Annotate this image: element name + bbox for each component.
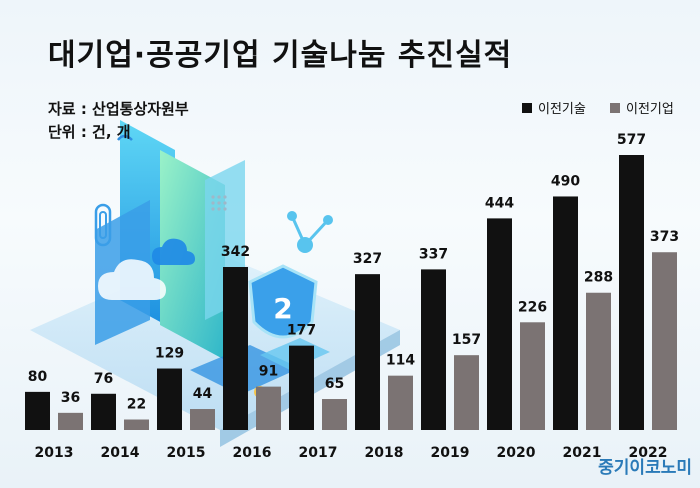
- data-label-transfer-tech-2016: 342: [221, 244, 250, 260]
- bar-transfer-company-2015: [190, 409, 215, 430]
- bar-transfer-tech-2016: [223, 267, 248, 430]
- data-label-transfer-tech-2015: 129: [155, 346, 184, 362]
- bar-transfer-tech-2013: [25, 391, 50, 430]
- bar-transfer-tech-2022: [619, 155, 644, 430]
- x-tick-label-2017: 2017: [299, 445, 338, 461]
- data-label-transfer-company-2021: 288: [584, 270, 613, 286]
- bar-transfer-company-2016: [256, 386, 281, 430]
- legend-label-transfer-company: 이전기업: [626, 102, 674, 117]
- data-label-transfer-tech-2013: 80: [28, 369, 48, 385]
- bar-transfer-tech-2018: [355, 274, 380, 430]
- data-label-transfer-tech-2022: 577: [617, 132, 646, 148]
- x-tick-label-2020: 2020: [497, 445, 536, 461]
- bar-transfer-company-2019: [454, 355, 479, 430]
- bar-transfer-company-2021: [586, 292, 611, 430]
- data-label-transfer-company-2016: 91: [259, 364, 278, 380]
- bar-transfer-company-2013: [58, 412, 83, 430]
- bar-transfer-company-2022: [652, 252, 677, 430]
- page-title: 대기업·공공기업 기술나눔 추진실적: [48, 38, 513, 73]
- data-label-transfer-company-2022: 373: [650, 229, 679, 245]
- data-label-transfer-company-2019: 157: [452, 332, 481, 348]
- data-label-transfer-company-2018: 114: [386, 353, 415, 369]
- x-tick-label-2022: 2022: [629, 445, 668, 461]
- data-label-transfer-company-2020: 226: [518, 299, 547, 315]
- bar-transfer-company-2017: [322, 399, 347, 430]
- data-label-transfer-company-2014: 22: [127, 397, 146, 413]
- data-label-transfer-company-2013: 36: [61, 390, 80, 406]
- x-tick-label-2016: 2016: [233, 445, 272, 461]
- x-tick-label-2021: 2021: [563, 445, 602, 461]
- svg-text:2: 2: [273, 292, 292, 325]
- bar-transfer-company-2020: [520, 322, 545, 430]
- data-label-transfer-tech-2018: 327: [353, 251, 382, 267]
- legend-item-transfer-company: 이전기업: [610, 98, 674, 117]
- x-tick-label-2019: 2019: [431, 445, 470, 461]
- legend-label-transfer-tech: 이전기술: [538, 102, 586, 117]
- bar-transfer-tech-2015: [157, 368, 182, 430]
- data-label-transfer-tech-2020: 444: [485, 195, 514, 211]
- bar-transfer-company-2018: [388, 375, 413, 430]
- data-label-transfer-tech-2019: 337: [419, 246, 448, 262]
- legend-swatch-transfer-tech: [522, 102, 532, 113]
- bar-transfer-tech-2020: [487, 218, 512, 430]
- bar-transfer-company-2014: [124, 419, 149, 430]
- legend-item-transfer-tech: 이전기술: [522, 98, 586, 117]
- bar-transfer-tech-2021: [553, 196, 578, 430]
- source-label: 자료 : 산업통상자원부: [48, 100, 189, 118]
- data-label-transfer-tech-2014: 76: [94, 371, 113, 387]
- x-tick-label-2013: 2013: [35, 445, 74, 461]
- x-tick-label-2014: 2014: [101, 445, 140, 461]
- x-tick-label-2018: 2018: [365, 445, 404, 461]
- bar-transfer-tech-2019: [421, 269, 446, 430]
- bar-transfer-tech-2014: [91, 393, 116, 430]
- bar-transfer-tech-2017: [289, 345, 314, 430]
- x-tick-label-2015: 2015: [167, 445, 206, 461]
- unit-label: 단위 : 건, 개: [48, 123, 131, 141]
- legend-swatch-transfer-company: [610, 102, 620, 113]
- brand-logo: 중기이코노미: [598, 458, 692, 478]
- data-label-transfer-company-2015: 44: [193, 386, 213, 402]
- data-label-transfer-tech-2017: 177: [287, 323, 316, 339]
- data-label-transfer-company-2017: 65: [325, 376, 344, 392]
- data-label-transfer-tech-2021: 490: [551, 173, 580, 189]
